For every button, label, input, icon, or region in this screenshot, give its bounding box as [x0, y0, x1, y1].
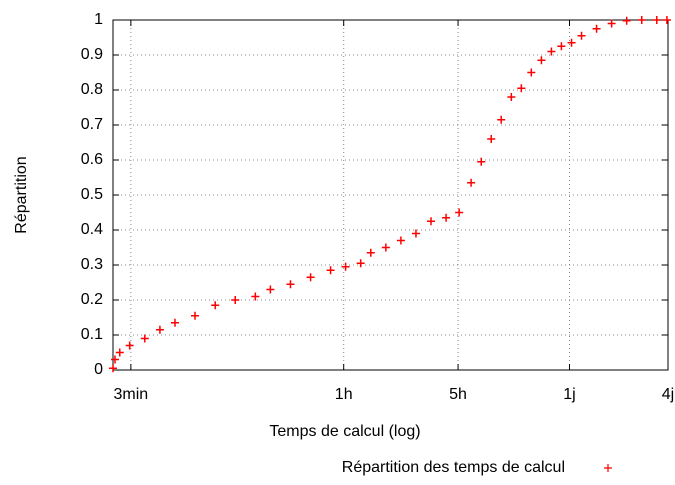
point	[637, 16, 646, 24]
point	[487, 135, 496, 143]
y-tick-label: 0.6	[81, 151, 103, 168]
point	[557, 42, 566, 51]
point	[356, 259, 365, 268]
y-tick-label: 0.4	[81, 221, 103, 238]
y-tick-label: 0.7	[81, 116, 103, 133]
x-tick-label: 5h	[449, 386, 467, 403]
x-tick-label: 4j	[662, 386, 674, 403]
point	[467, 178, 476, 187]
y-tick-label: 0.8	[81, 81, 103, 98]
point	[567, 38, 576, 47]
point	[115, 348, 124, 357]
point	[191, 311, 200, 320]
y-tick-label: 0.3	[81, 256, 103, 273]
plot-frame	[112, 19, 669, 371]
legend-label: Répartition des temps de calcul	[342, 459, 565, 476]
point	[381, 243, 390, 252]
point	[622, 16, 631, 25]
y-axis-label: Répartition	[13, 156, 30, 233]
point	[607, 19, 616, 28]
point	[326, 266, 335, 275]
point	[396, 236, 405, 245]
point	[286, 280, 295, 289]
point	[592, 24, 601, 33]
point	[266, 285, 275, 294]
point	[455, 208, 464, 217]
point	[306, 273, 315, 282]
y-tick-label: 0.1	[81, 326, 103, 343]
point	[231, 296, 240, 304]
x-tick-label: 1h	[335, 386, 353, 403]
point	[341, 262, 350, 271]
point	[411, 229, 420, 238]
y-tick-label: 0.5	[81, 186, 103, 203]
y-tick-label: 0	[94, 361, 103, 378]
x-axis-label: Temps de calcul (log)	[269, 423, 420, 440]
point	[109, 364, 117, 373]
point	[111, 355, 120, 364]
point	[662, 16, 671, 24]
point	[125, 341, 134, 350]
point	[211, 301, 220, 310]
y-tick-label: 1	[94, 11, 103, 28]
point	[427, 217, 436, 226]
point	[477, 157, 486, 166]
point	[442, 213, 451, 222]
point	[527, 68, 536, 77]
y-tick-label: 0.2	[81, 291, 103, 308]
x-tick-label: 1j	[563, 386, 575, 403]
point	[577, 31, 586, 40]
point	[537, 56, 546, 65]
point	[652, 16, 661, 24]
point	[140, 334, 149, 343]
point	[170, 318, 179, 327]
point	[507, 93, 516, 101]
y-tick-label: 0.9	[81, 46, 103, 63]
legend-marker	[604, 464, 612, 472]
point	[251, 292, 260, 301]
point	[517, 84, 526, 93]
point	[497, 115, 506, 124]
point	[366, 248, 375, 257]
point	[547, 47, 556, 56]
x-tick-label: 3min	[114, 386, 149, 403]
point	[155, 325, 164, 334]
